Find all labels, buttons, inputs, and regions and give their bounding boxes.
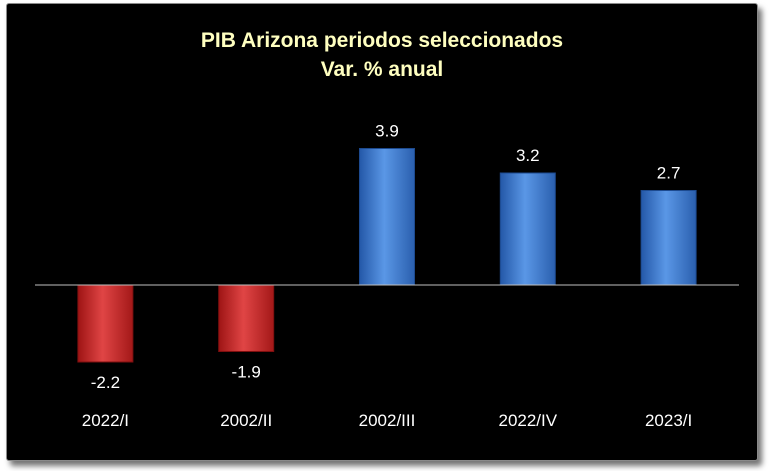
bar-2023/I xyxy=(640,190,697,286)
bar-chart: PIB Arizona periodos seleccionados Var. … xyxy=(35,29,739,431)
value-label-2022/IV: 3.2 xyxy=(516,146,540,165)
bar-2022/IV xyxy=(499,172,556,286)
value-label-2023/I: 2.7 xyxy=(657,164,681,183)
chart-frame: PIB Arizona periodos seleccionados Var. … xyxy=(6,3,758,461)
bar-2022/I xyxy=(77,284,134,363)
value-label-2002/III: 3.9 xyxy=(375,122,399,141)
labels-group: -2.2 2022/I -1.9 2002/II 3.9 2002/III 3.2 2022/… xyxy=(82,122,692,431)
bar-2002/III xyxy=(359,148,415,286)
category-label-2022/I: 2022/I xyxy=(82,411,129,430)
category-label-2022/IV: 2022/IV xyxy=(498,411,557,430)
category-label-2002/II: 2002/II xyxy=(220,411,272,430)
chart-title: PIB Arizona periodos seleccionados xyxy=(201,29,563,52)
category-label-2002/III: 2002/III xyxy=(359,411,416,430)
bar-2002/II xyxy=(218,284,275,352)
bars-group xyxy=(77,148,697,363)
value-label-2002/II: -1.9 xyxy=(232,363,261,382)
value-label-2022/I: -2.2 xyxy=(91,373,120,392)
category-label-2023/I: 2023/I xyxy=(645,411,692,430)
chart-subtitle: Var. % anual xyxy=(321,58,444,81)
